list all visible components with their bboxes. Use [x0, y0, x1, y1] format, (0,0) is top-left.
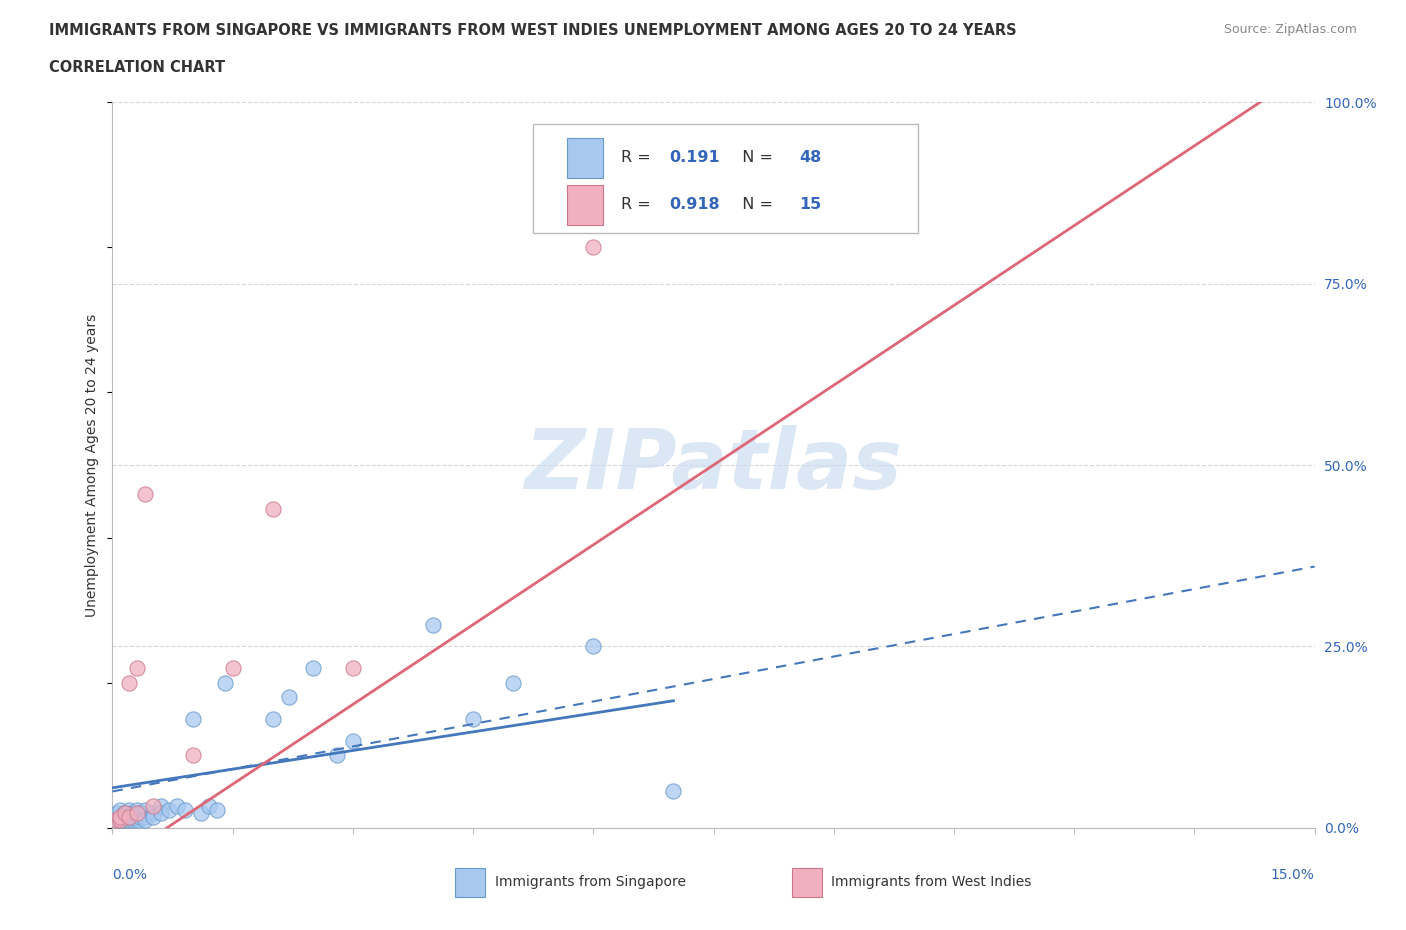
Point [422, 618, 444, 632]
Point [582, 240, 605, 255]
Point [157, 802, 180, 817]
Point [110, 809, 132, 824]
Point [108, 813, 131, 828]
Point [110, 813, 132, 828]
Point [125, 805, 148, 820]
Point [262, 501, 284, 516]
Point [134, 802, 156, 817]
Text: R =: R = [621, 197, 655, 212]
Point [149, 805, 172, 820]
FancyBboxPatch shape [792, 868, 821, 897]
Point [134, 486, 156, 501]
Point [125, 805, 148, 820]
Text: 15.0%: 15.0% [1271, 868, 1315, 882]
Point [114, 805, 136, 820]
Point [105, 805, 128, 820]
FancyBboxPatch shape [456, 868, 485, 897]
Point [166, 799, 188, 814]
Point [181, 748, 204, 763]
Point [125, 660, 148, 675]
Point [128, 809, 150, 824]
Point [117, 809, 139, 824]
Text: CORRELATION CHART: CORRELATION CHART [49, 60, 225, 75]
Point [117, 809, 139, 824]
Point [115, 805, 138, 820]
Point [141, 809, 163, 824]
Point [110, 802, 132, 817]
Point [342, 733, 364, 748]
Text: ZIPatlas: ZIPatlas [524, 424, 903, 506]
Text: 15: 15 [799, 197, 821, 212]
FancyBboxPatch shape [533, 124, 918, 232]
Text: Immigrants from Singapore: Immigrants from Singapore [495, 875, 686, 889]
Text: R =: R = [621, 151, 655, 166]
Point [502, 675, 524, 690]
Point [134, 809, 156, 824]
Point [662, 784, 685, 799]
Point [326, 748, 349, 763]
Point [222, 660, 245, 675]
Point [114, 813, 136, 828]
Point [112, 805, 135, 820]
Point [104, 813, 127, 828]
Point [181, 711, 204, 726]
Text: Immigrants from West Indies: Immigrants from West Indies [831, 875, 1032, 889]
Point [190, 805, 212, 820]
Point [197, 799, 219, 814]
Point [149, 799, 172, 814]
Text: IMMIGRANTS FROM SINGAPORE VS IMMIGRANTS FROM WEST INDIES UNEMPLOYMENT AMONG AGES: IMMIGRANTS FROM SINGAPORE VS IMMIGRANTS … [49, 23, 1017, 38]
Point [173, 802, 195, 817]
Text: 0.191: 0.191 [669, 151, 720, 166]
Text: Source: ZipAtlas.com: Source: ZipAtlas.com [1223, 23, 1357, 36]
Text: N =: N = [731, 197, 778, 212]
Point [141, 799, 163, 814]
Point [582, 639, 605, 654]
Point [117, 813, 139, 828]
Point [302, 660, 325, 675]
Point [342, 660, 364, 675]
Point [111, 813, 134, 828]
FancyBboxPatch shape [567, 185, 603, 225]
Text: 0.0%: 0.0% [112, 868, 148, 882]
Point [262, 711, 284, 726]
Point [121, 813, 143, 828]
Point [461, 711, 484, 726]
Point [125, 809, 148, 824]
Point [117, 802, 139, 817]
Point [127, 813, 149, 828]
Point [131, 805, 153, 820]
Point [122, 809, 145, 824]
Text: 0.918: 0.918 [669, 197, 720, 212]
Point [205, 802, 228, 817]
Point [121, 805, 143, 820]
Point [120, 809, 142, 824]
Point [114, 809, 136, 824]
Y-axis label: Unemployment Among Ages 20 to 24 years: Unemployment Among Ages 20 to 24 years [86, 313, 100, 617]
Point [125, 802, 148, 817]
Point [277, 690, 299, 705]
Point [110, 809, 132, 824]
FancyBboxPatch shape [567, 138, 603, 178]
Point [134, 813, 156, 828]
Point [141, 805, 163, 820]
Text: 48: 48 [799, 151, 821, 166]
Point [105, 813, 128, 828]
Text: N =: N = [731, 151, 778, 166]
Point [214, 675, 236, 690]
Point [117, 675, 139, 690]
